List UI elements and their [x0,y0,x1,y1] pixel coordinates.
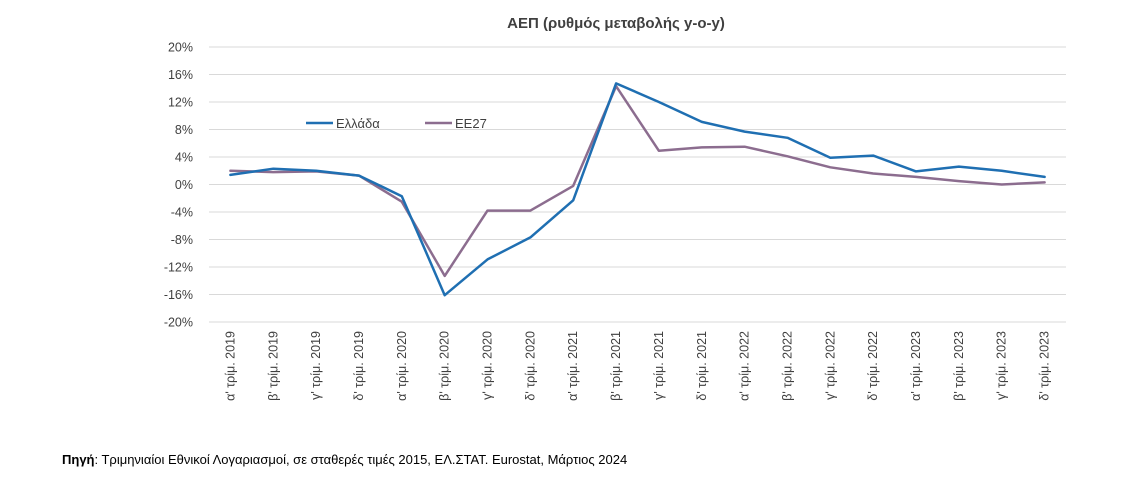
x-tick-label: γ' τρίμ. 2023 [995,331,1009,400]
chart-title: ΑΕΠ (ρυθμός μεταβολής y-o-y) [507,15,725,32]
x-tick-label: α' τρίμ. 2021 [566,331,580,401]
legend-label: ΕΕ27 [455,116,487,131]
gridlines [209,46,1066,323]
x-tick-label: β' τρίμ. 2019 [266,331,280,401]
x-tick-label: β' τρίμ. 2022 [780,331,794,401]
x-tick-label: α' τρίμ. 2023 [909,331,923,401]
x-tick-label: δ' τρίμ. 2019 [352,331,366,401]
y-tick-label: -8% [171,233,193,247]
y-tick-label: 8% [175,123,193,137]
source-note: Πηγή: Τριμηνιαίοι Εθνικοί Λογαριασμοί, σ… [62,452,627,467]
y-tick-label: 20% [168,41,193,55]
x-tick-label: γ' τρίμ. 2019 [309,331,323,400]
y-tick-label: 16% [168,68,193,82]
y-tick-label: -20% [164,316,193,330]
x-tick-label: δ' τρίμ. 2023 [1038,331,1052,401]
x-tick-label: β' τρίμ. 2020 [438,331,452,401]
x-tick-label: δ' τρίμ. 2021 [695,331,709,401]
series-line [229,82,1046,297]
x-tick-label: α' τρίμ. 2022 [738,331,752,401]
x-tick-label: γ' τρίμ. 2020 [481,331,495,400]
x-tick-label: γ' τρίμ. 2021 [652,331,666,400]
series-line [229,84,1046,278]
y-tick-label: 0% [175,178,193,192]
x-axis-ticks: α' τρίμ. 2019 β' τρίμ. 2019 γ' τρίμ. 2019 δ… [223,331,1051,401]
x-tick-label: α' τρίμ. 2019 [223,331,237,401]
x-tick-label: α' τρίμ. 2020 [395,331,409,401]
source-text: : Τριμηνιαίοι Εθνικοί Λογαριασμοί, σε στ… [94,452,628,467]
y-tick-label: 4% [175,151,193,165]
gdp-line-chart: ΑΕΠ (ρυθμός μεταβολής y-o-y) 20% 16% 12% 8%… [164,15,1066,401]
x-tick-label: β' τρίμ. 2021 [609,331,623,401]
y-tick-label: -4% [171,206,193,220]
legend-label: Ελλάδα [336,116,380,131]
x-tick-label: β' τρίμ. 2023 [952,331,966,401]
y-tick-label: -12% [164,261,193,275]
series-lines [229,82,1046,297]
x-tick-label: δ' τρίμ. 2022 [866,331,880,401]
x-tick-label: γ' τρίμ. 2022 [823,331,837,400]
x-tick-label: δ' τρίμ. 2020 [523,331,537,401]
y-tick-label: -16% [164,288,193,302]
y-axis-ticks: 20% 16% 12% 8% 4% 0% -4% -8% -12% -16% -20% [164,41,193,330]
y-tick-label: 12% [168,96,193,110]
source-label: Πηγή [62,452,95,467]
legend: Ελλάδα ΕΕ27 [306,116,487,131]
